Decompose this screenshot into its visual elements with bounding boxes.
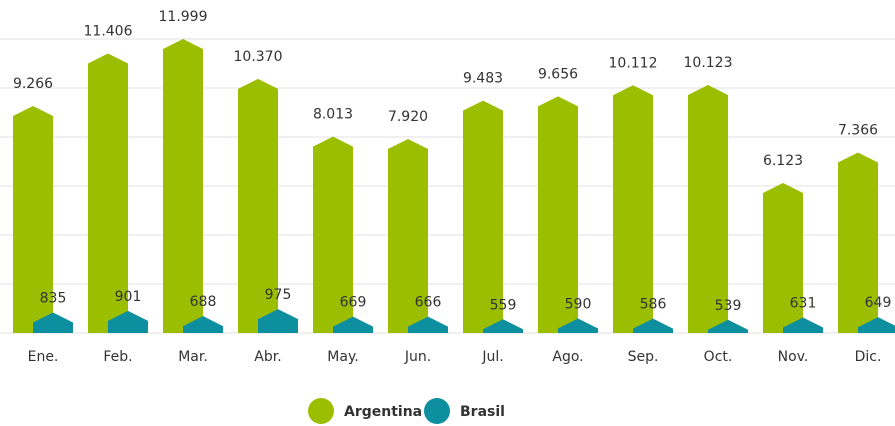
value-label: 586 — [640, 297, 667, 313]
x-tick-label: Jun. — [404, 349, 431, 365]
value-label: 11.999 — [159, 9, 208, 25]
x-tick-label: Sep. — [628, 349, 659, 365]
value-label: 649 — [865, 295, 892, 311]
bar — [333, 316, 373, 333]
x-tick-label: Dic. — [855, 349, 882, 365]
bar — [538, 96, 578, 333]
value-label: 539 — [715, 298, 742, 314]
value-label: 9.483 — [463, 71, 503, 87]
bar — [633, 318, 673, 333]
x-tick-label: May. — [327, 349, 358, 365]
x-tick-label: Mar. — [178, 349, 208, 365]
value-label: 7.920 — [388, 109, 428, 125]
value-label: 590 — [565, 297, 592, 313]
bar — [313, 136, 353, 333]
x-tick-label: Ago. — [552, 349, 583, 365]
value-label: 631 — [790, 296, 817, 312]
legend-swatch — [424, 398, 450, 424]
value-label: 6.123 — [763, 153, 803, 169]
bar — [388, 138, 428, 333]
value-label: 8.013 — [313, 107, 353, 123]
value-label: 901 — [115, 289, 142, 305]
value-label: 7.366 — [838, 123, 878, 139]
value-label: 975 — [265, 287, 292, 303]
value-label: 9.266 — [13, 76, 53, 92]
legend-label: Argentina — [344, 404, 422, 420]
bar — [613, 85, 653, 333]
bar — [258, 309, 298, 333]
bar — [238, 78, 278, 333]
value-label: 669 — [340, 295, 367, 311]
bar — [33, 312, 73, 333]
value-label: 10.112 — [609, 55, 658, 71]
value-label: 666 — [415, 295, 442, 311]
bar — [783, 317, 823, 333]
value-label: 688 — [190, 294, 217, 310]
x-tick-label: Feb. — [103, 349, 132, 365]
bar — [463, 100, 503, 333]
x-tick-label: Jul. — [481, 349, 503, 365]
value-label: 10.370 — [234, 49, 283, 65]
legend-label: Brasil — [460, 404, 505, 420]
x-tick-label: Oct. — [704, 349, 733, 365]
value-label: 10.123 — [684, 55, 733, 71]
value-label: 9.656 — [538, 66, 578, 82]
bar — [108, 310, 148, 333]
bar — [708, 319, 748, 333]
bar — [858, 317, 895, 333]
value-label: 11.406 — [84, 24, 133, 40]
x-tick-label: Ene. — [28, 349, 59, 365]
bar — [408, 316, 448, 333]
bar — [483, 319, 523, 333]
bar — [838, 152, 878, 333]
bar — [163, 39, 203, 333]
value-label: 559 — [490, 297, 517, 313]
bar — [763, 182, 803, 333]
x-tick-label: Abr. — [254, 349, 281, 365]
bar — [13, 105, 53, 333]
bar — [88, 53, 128, 333]
bar — [558, 318, 598, 333]
x-tick-label: Nov. — [778, 349, 809, 365]
legend-swatch — [308, 398, 334, 424]
bar — [688, 84, 728, 333]
bar — [183, 316, 223, 333]
value-label: 835 — [40, 291, 67, 307]
